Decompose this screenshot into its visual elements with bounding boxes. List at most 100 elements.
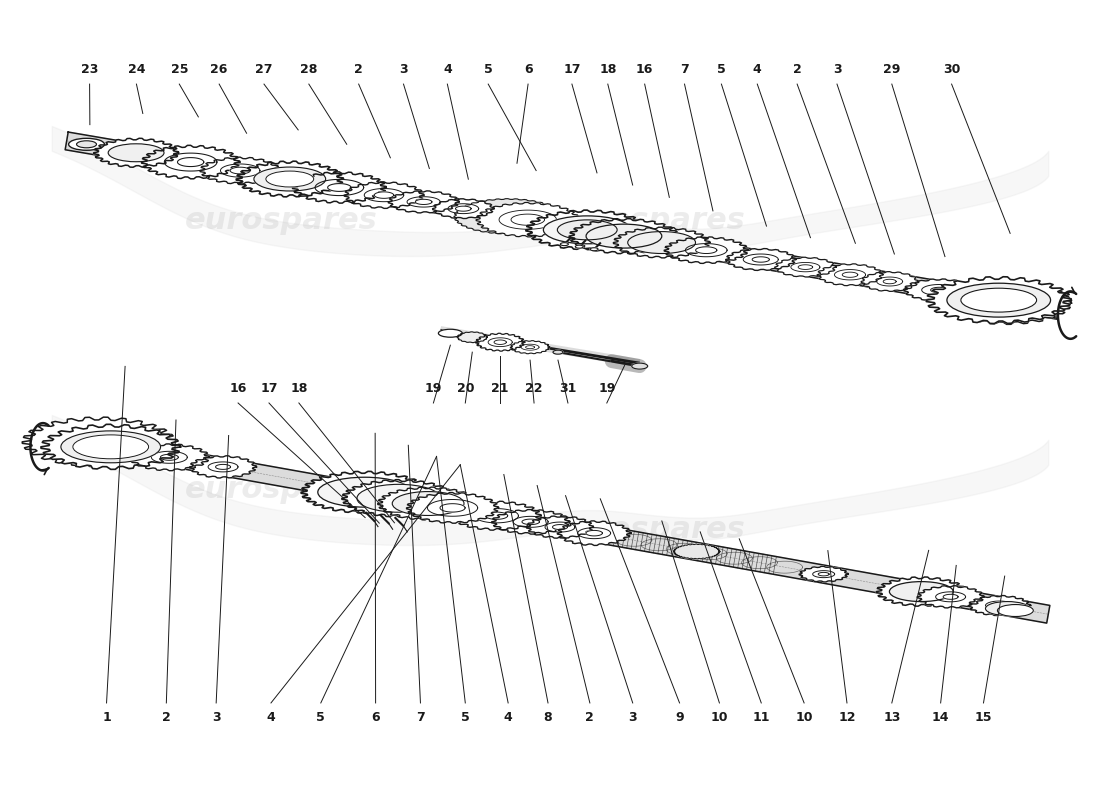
Polygon shape [614, 227, 710, 258]
Text: 5: 5 [317, 711, 326, 724]
Text: 14: 14 [932, 711, 949, 724]
Polygon shape [344, 486, 385, 499]
Ellipse shape [553, 350, 563, 354]
Polygon shape [883, 279, 896, 284]
Polygon shape [664, 237, 748, 263]
Ellipse shape [586, 224, 662, 248]
Polygon shape [328, 183, 351, 191]
Polygon shape [512, 214, 544, 226]
Text: 4: 4 [443, 63, 452, 76]
Text: 4: 4 [504, 711, 513, 724]
Text: 24: 24 [128, 63, 145, 76]
Polygon shape [817, 264, 883, 286]
Polygon shape [843, 272, 858, 278]
Ellipse shape [628, 231, 695, 254]
Ellipse shape [108, 144, 164, 162]
Polygon shape [904, 279, 975, 301]
Polygon shape [452, 502, 541, 530]
Polygon shape [861, 272, 918, 291]
Text: 7: 7 [680, 63, 689, 76]
Text: 18: 18 [290, 382, 308, 395]
Ellipse shape [998, 605, 1033, 617]
Polygon shape [695, 247, 717, 254]
Text: 7: 7 [416, 711, 425, 724]
Polygon shape [989, 298, 1024, 309]
Ellipse shape [890, 582, 954, 602]
Text: 3: 3 [212, 711, 220, 724]
Ellipse shape [60, 431, 161, 462]
Text: eurospares: eurospares [553, 515, 746, 544]
Ellipse shape [318, 478, 411, 507]
Polygon shape [931, 287, 948, 293]
Ellipse shape [73, 435, 148, 458]
Text: eurospares: eurospares [553, 206, 746, 235]
Polygon shape [522, 519, 539, 525]
Polygon shape [510, 341, 550, 354]
Polygon shape [968, 595, 1031, 615]
Polygon shape [726, 249, 795, 270]
Text: 6: 6 [524, 63, 532, 76]
Text: 6: 6 [372, 711, 379, 724]
Text: 3: 3 [399, 63, 408, 76]
Polygon shape [586, 530, 603, 536]
Text: 16: 16 [230, 382, 246, 395]
Polygon shape [70, 431, 1049, 623]
Text: 12: 12 [838, 711, 856, 724]
Ellipse shape [560, 242, 569, 246]
Polygon shape [216, 465, 231, 470]
Text: 26: 26 [210, 63, 228, 76]
Polygon shape [377, 487, 478, 520]
Polygon shape [94, 138, 178, 167]
Text: 8: 8 [543, 711, 552, 724]
Ellipse shape [575, 245, 583, 248]
Polygon shape [344, 182, 424, 208]
Polygon shape [877, 577, 966, 606]
Text: 29: 29 [883, 63, 901, 76]
Polygon shape [440, 504, 465, 512]
Text: 5: 5 [717, 63, 726, 76]
Polygon shape [917, 586, 984, 608]
Polygon shape [293, 172, 386, 203]
Polygon shape [649, 238, 674, 246]
Polygon shape [526, 210, 649, 250]
Polygon shape [568, 223, 607, 236]
Text: 28: 28 [300, 63, 318, 76]
Text: eurospares: eurospares [185, 206, 377, 235]
Polygon shape [41, 424, 180, 470]
Ellipse shape [558, 220, 617, 240]
Polygon shape [236, 161, 343, 197]
Text: 25: 25 [170, 63, 188, 76]
Text: 1: 1 [102, 711, 111, 724]
Polygon shape [65, 132, 1059, 319]
Polygon shape [415, 499, 442, 508]
Polygon shape [979, 294, 1019, 306]
Polygon shape [558, 521, 631, 546]
Polygon shape [527, 516, 593, 538]
Text: 10: 10 [711, 711, 728, 724]
Text: 20: 20 [456, 382, 474, 395]
Polygon shape [476, 202, 580, 237]
Text: 13: 13 [883, 711, 901, 724]
Text: 27: 27 [255, 63, 273, 76]
Ellipse shape [631, 363, 648, 369]
Polygon shape [494, 340, 506, 345]
Ellipse shape [591, 248, 598, 250]
Polygon shape [407, 493, 498, 523]
Polygon shape [124, 149, 147, 157]
Polygon shape [475, 334, 525, 351]
Polygon shape [432, 199, 494, 218]
Ellipse shape [439, 330, 462, 338]
Polygon shape [992, 603, 1007, 608]
Text: 19: 19 [425, 382, 442, 395]
Polygon shape [374, 192, 394, 198]
Text: 11: 11 [752, 711, 770, 724]
Polygon shape [189, 456, 256, 478]
Text: 5: 5 [461, 711, 470, 724]
Ellipse shape [266, 171, 314, 187]
Polygon shape [552, 525, 568, 530]
Polygon shape [774, 258, 836, 277]
Polygon shape [142, 146, 240, 179]
Text: 4: 4 [266, 711, 275, 724]
Polygon shape [129, 444, 209, 470]
Polygon shape [818, 573, 829, 576]
